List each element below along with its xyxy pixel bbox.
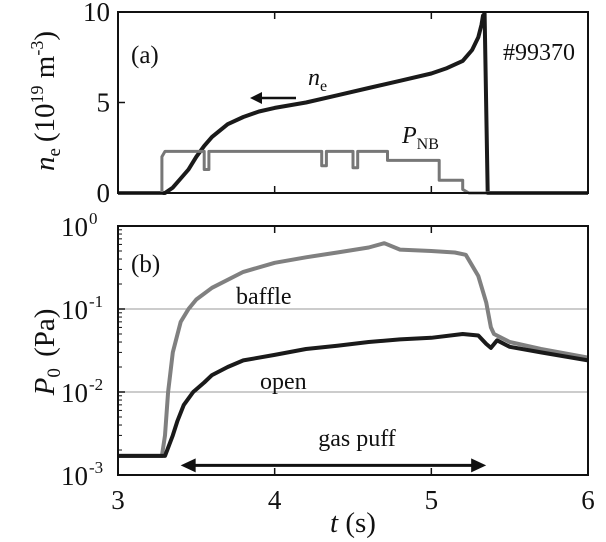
panel-a-label: (a): [131, 42, 159, 69]
panel-b-ylabel: P0 (Pa): [29, 309, 65, 397]
series-line-ne: [118, 11, 588, 195]
panel-b-ytick-label: 10: [61, 378, 88, 408]
panel-a-ylabel-symbol: n: [29, 157, 61, 172]
shot-number-label: #99370: [503, 40, 575, 66]
series-line-open: [118, 332, 589, 458]
gas-puff-arrowhead-right: [471, 458, 487, 473]
panel-a-ylabel-unit-mid: m: [29, 55, 61, 85]
series-label-open: open: [260, 369, 307, 395]
series-label-pnb: PNB: [401, 123, 439, 153]
panel-a-ytick-label: 10: [83, 0, 110, 27]
panel-a-ytick-label: 5: [97, 88, 111, 118]
gas-puff-annotation: [180, 458, 487, 473]
panel-b-ytick-label: 10: [61, 295, 88, 325]
panel-b-ytick-exponent: -1: [89, 292, 103, 311]
panel-b-ylabel-symbol: P: [29, 378, 61, 397]
panel-b-xtick-label: 6: [581, 485, 595, 515]
panel-a-ylabel-exp2: -3: [27, 41, 47, 56]
panel-b-xlabel-symbol: t: [330, 507, 339, 539]
panel-b-xlabel: t (s): [330, 507, 376, 539]
panel-a-ylabel-unit-prefix: (10: [29, 103, 61, 142]
panel-b-label: (b): [131, 251, 160, 278]
panel-b-ytick-exponent: 0: [89, 209, 98, 228]
panel-b-xlabel-unit: (s): [338, 507, 376, 539]
panel-b-ytick-exponent: -3: [89, 458, 103, 477]
panel-b-xtick-label: 4: [268, 485, 282, 515]
series-label-ne-symbol: n: [308, 65, 320, 91]
series-label-ne-sub: e: [320, 78, 327, 95]
panel-b-series-group: [118, 241, 589, 458]
panel-a-ticks: 0 5 10: [83, 0, 589, 208]
panel-a-ylabel-sub: e: [44, 148, 65, 156]
panel-a-ylabel: ne (1019 m-3): [27, 31, 65, 171]
series-line-pnb: [118, 149, 588, 195]
panel-b-gridlines: [118, 308, 588, 393]
panel-b-xtick-label: 3: [111, 485, 125, 515]
panel-a-ylabel-exp1: 19: [27, 85, 47, 103]
series-label-baffle: baffle: [236, 284, 292, 310]
panel-b-ylabel-sub: 0: [44, 368, 65, 378]
series-line-baffle: [118, 241, 589, 458]
panel-b-ytick-label: 10: [61, 212, 88, 242]
gas-puff-arrowhead-left: [180, 458, 196, 473]
direction-arrow-left: [250, 92, 296, 104]
panel-a-series-group: [118, 11, 588, 195]
panel-b-ytick-label: 10: [61, 461, 88, 491]
series-label-pnb-sub: NB: [417, 136, 439, 153]
panel-b-ylabel-unit: (Pa): [29, 309, 61, 365]
series-label-ne: ne: [308, 65, 327, 95]
gas-puff-label: gas puff: [318, 426, 396, 452]
panel-b-ytick-exponent: -2: [89, 375, 103, 394]
panel-b-xtick-label: 5: [425, 485, 439, 515]
panel-b-frame: [117, 225, 589, 476]
panel-a-ylabel-unit-suffix: ): [29, 31, 61, 41]
panel-a-ytick-label: 0: [97, 178, 111, 208]
series-label-pnb-symbol: P: [401, 123, 417, 149]
